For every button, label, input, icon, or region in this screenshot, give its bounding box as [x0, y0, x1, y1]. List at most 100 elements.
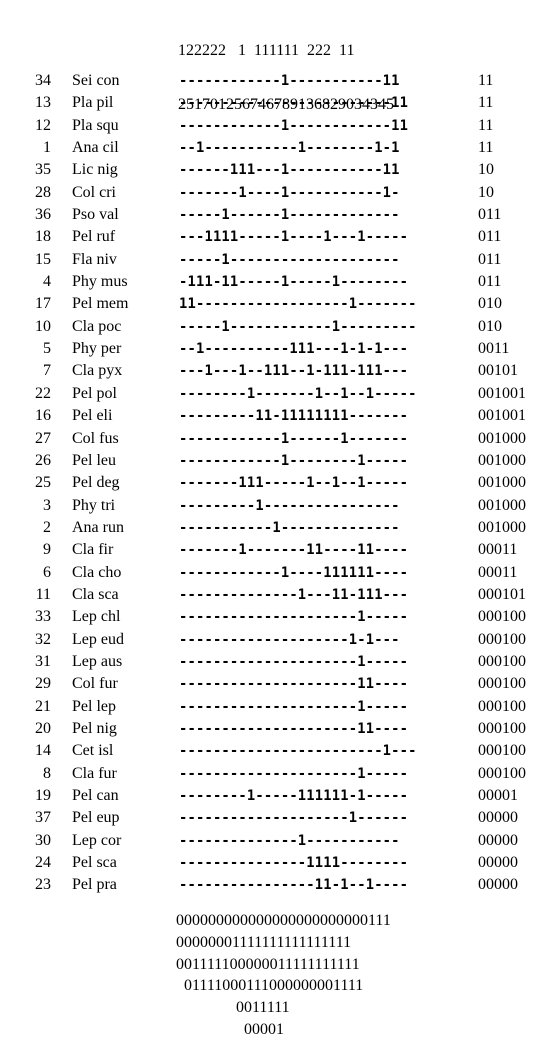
species-name: Fla niv: [72, 250, 117, 268]
group-code: 001001: [478, 384, 526, 402]
row-number: 19: [35, 787, 51, 804]
group-code: 11: [478, 72, 494, 89]
row-number: 16: [35, 407, 51, 425]
species-name: Phy tri: [72, 496, 116, 514]
footer-line: 000000000000000000000000111: [176, 912, 391, 929]
row-number: 34: [35, 72, 51, 89]
table-row: 32 Lep eud --------------------1-1--- 00010…: [0, 629, 547, 651]
species-name: Sei con: [72, 72, 120, 89]
species-name: Pel eup: [72, 809, 120, 827]
group-code: 00000: [478, 854, 518, 872]
row-number: 7: [43, 362, 51, 380]
species-name: Phy per: [72, 340, 122, 358]
species-name: Pel deg: [72, 474, 120, 492]
group-code: 001000: [478, 429, 526, 447]
species-name: Pel eli: [72, 407, 113, 425]
table-row: 35 Lic nig ------111---1-----------11 10: [0, 159, 547, 181]
footer-line: 00001: [176, 1020, 284, 1038]
table-row: 23 Pel pra ----------------11-1--1---- 0000…: [0, 874, 547, 896]
table-row: 14 Cet isl ------------------------1--- 000…: [0, 740, 547, 762]
table-row: 25 Pel deg -------111-----1--1--1----- 0010…: [0, 472, 547, 494]
occurrence-pattern: -----------1--------------: [179, 519, 400, 536]
table-row: 2 Ana run -----------1-------------- 001000: [0, 517, 547, 539]
occurrence-pattern: ---------1----------------: [179, 497, 400, 514]
table-row: 13 Pla pil -------------------------11 11: [0, 92, 547, 114]
occurrence-pattern: -111-11-----1-----1--------: [179, 274, 409, 291]
occurrence-pattern: ------111---1-----------11: [179, 162, 400, 179]
row-number: 11: [35, 585, 51, 603]
footer-line: 00000001111111111111111: [176, 933, 352, 951]
row-number: 14: [35, 742, 51, 760]
row-number: 15: [35, 250, 51, 268]
species-name: Pel mem: [72, 295, 129, 313]
table-row: 8 Cla fur ---------------------1----- 00010…: [0, 763, 547, 785]
occurrence-pattern: ------------1-----------11: [179, 73, 400, 89]
row-number: 26: [35, 451, 51, 469]
row-number: 4: [43, 273, 51, 291]
species-name: Pso val: [72, 206, 119, 224]
group-code: 001000: [478, 451, 526, 469]
table-row: 24 Pel sca ---------------1111-------- 0000…: [0, 852, 547, 874]
occurrence-pattern: ---------------------1-----: [179, 765, 409, 782]
group-code: 000100: [478, 630, 526, 648]
species-name: Pel can: [72, 787, 119, 804]
row-number: 24: [35, 854, 51, 872]
group-code: 001001: [478, 407, 526, 425]
table-row: 6 Cla cho ------------1----111111---- 00011: [0, 562, 547, 584]
table-row: 19 Pel can --------1-----111111-1----- 0000…: [0, 785, 547, 807]
species-name: Pel pol: [72, 384, 117, 402]
group-code: 0011: [478, 340, 510, 358]
occurrence-pattern: ------------1------------11: [179, 117, 409, 134]
species-name: Cla fir: [72, 541, 114, 559]
occurrence-pattern: -----1------1-------------: [179, 207, 400, 224]
species-name: Lep chl: [72, 608, 121, 626]
occurrence-pattern: --1-----------1--------1-1: [179, 140, 400, 157]
table-row: 20 Pel nig ---------------------11---- 0001…: [0, 718, 547, 740]
group-code: 010: [478, 317, 502, 335]
species-name: Lep eud: [72, 630, 124, 648]
row-number: 5: [43, 340, 51, 358]
table-row: 27 Col fus ------------1------1------- 0010…: [0, 428, 547, 450]
group-code: 00000: [478, 876, 518, 894]
row-number: 29: [35, 675, 51, 693]
group-code: 010: [478, 295, 502, 313]
group-code: 11: [478, 94, 494, 112]
occurrence-pattern: ----------------11-1--1----: [179, 877, 409, 894]
occurrence-pattern: -------------------------11: [179, 95, 409, 112]
group-code: 000100: [478, 719, 526, 737]
occurrence-pattern: ---------------------1-----: [179, 698, 409, 715]
column-header-line-1: 122222 1 111111 222 11: [178, 42, 355, 59]
group-code: 00000: [478, 831, 518, 849]
group-code: 00000: [478, 809, 518, 827]
group-code: 000100: [478, 764, 526, 782]
table-row: 28 Col cri -------1----1-----------1- 10: [0, 182, 547, 204]
row-number: 9: [43, 541, 51, 559]
row-number: 25: [35, 474, 51, 492]
occurrence-pattern: --------------------1-1---: [179, 631, 400, 648]
group-code: 000100: [478, 697, 526, 715]
table-row: 5 Phy per --1----------111---1-1-1--- 0011: [0, 338, 547, 360]
row-number: 1: [43, 139, 51, 157]
occurrence-pattern: ------------1------1-------: [179, 430, 409, 447]
occurrence-pattern: ---------------------1-----: [179, 653, 409, 670]
row-number: 8: [43, 764, 51, 782]
table-row: 17 Pel mem 11------------------1------- 010: [0, 293, 547, 315]
row-number: 20: [35, 719, 51, 737]
table-row: 7 Cla pyx ---1---1--111--1-111-111--- 00101: [0, 360, 547, 382]
column-header-line-2: 251701256746789136829034345: [178, 96, 394, 113]
species-name: Col cri: [72, 183, 116, 201]
group-code: 011: [478, 273, 502, 291]
occurrence-pattern: ---------------------11----: [179, 676, 409, 693]
table-row: 33 Lep chl ---------------------1----- 0001…: [0, 606, 547, 628]
occurrence-pattern: -----1--------------------: [179, 251, 400, 268]
species-name: Pel sca: [72, 854, 117, 872]
group-code: 011: [478, 250, 502, 268]
occurrence-pattern: ---------------------11----: [179, 720, 409, 737]
table-row: 1 Ana cil --1-----------1--------1-1 11: [0, 137, 547, 159]
row-number: 33: [35, 608, 51, 626]
occurrence-pattern: --------1-------1--1--1-----: [179, 385, 417, 402]
occurrence-pattern: ------------1----111111----: [179, 564, 409, 581]
group-code: 000100: [478, 675, 526, 693]
row-number: 13: [35, 94, 51, 112]
footer-line: 01111000111000000001111: [176, 977, 364, 995]
